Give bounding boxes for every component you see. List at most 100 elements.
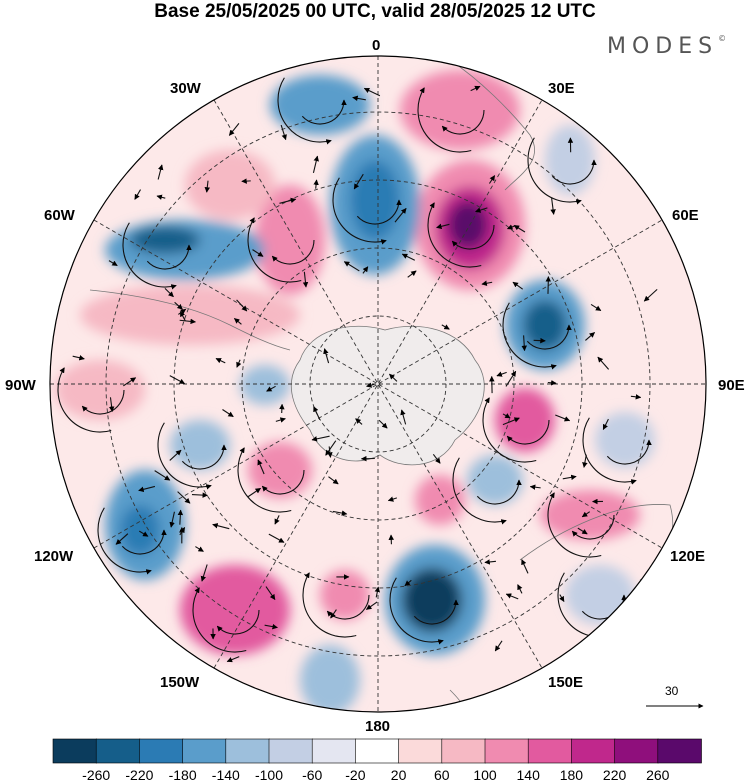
wind-arrow xyxy=(581,511,591,518)
wind-arrow xyxy=(138,485,156,492)
wind-arrow xyxy=(374,586,381,598)
wind-arrow xyxy=(257,459,265,475)
lon-label-60e: 60E xyxy=(672,207,699,224)
wind-arrow xyxy=(394,207,407,223)
wind-arrow xyxy=(268,533,285,543)
wind-arrow xyxy=(228,123,240,136)
wind-arrow xyxy=(169,449,182,461)
streamline xyxy=(181,444,227,470)
wind-arrow xyxy=(475,207,488,213)
wind-arrow xyxy=(643,288,658,302)
wind-arrow xyxy=(178,308,187,315)
streamline xyxy=(121,529,167,555)
streamline xyxy=(247,217,302,283)
map-border xyxy=(49,55,707,713)
streamline xyxy=(157,422,212,490)
streamline xyxy=(606,439,652,465)
streamline xyxy=(81,389,125,415)
colorbar-tick-label: 220 xyxy=(602,767,627,783)
wind-arrow xyxy=(470,85,481,92)
colorbar-tick-label: -20 xyxy=(345,767,366,783)
wind-arrow xyxy=(521,335,527,352)
wind-arrow xyxy=(330,609,337,619)
wind-arrow xyxy=(602,418,609,431)
wind-arrow xyxy=(226,656,240,663)
wind-arrow xyxy=(222,409,234,418)
streamline xyxy=(551,159,597,185)
wind-arrow xyxy=(387,496,398,502)
streamline xyxy=(277,77,332,145)
wind-arrow xyxy=(123,377,137,387)
anomaly-negative xyxy=(270,75,370,135)
anomaly-negative xyxy=(130,226,200,254)
anomaly-negative xyxy=(595,412,655,468)
wind-arrow xyxy=(506,224,516,230)
wind-arrow xyxy=(363,87,381,97)
lon-label-30w: 30W xyxy=(170,80,201,97)
wind-arrow xyxy=(502,413,511,419)
wind-arrow xyxy=(401,253,416,261)
wind-arrow xyxy=(521,559,529,574)
wind-arrow xyxy=(407,270,417,278)
wind-arrow xyxy=(169,375,186,385)
streamline xyxy=(427,202,482,268)
colorbar-swatch xyxy=(52,738,98,764)
wind-arrow xyxy=(585,332,595,341)
wind-arrow xyxy=(513,224,526,233)
wind-arrow xyxy=(169,511,175,528)
colorbar-swatch xyxy=(484,738,530,764)
wind-arrow xyxy=(108,260,118,267)
wind-arrow xyxy=(559,594,565,603)
streamline xyxy=(356,199,402,225)
anomaly-positive xyxy=(255,185,325,295)
wind-arrow xyxy=(215,358,226,364)
wind-arrow xyxy=(280,124,287,141)
anomaly-positive xyxy=(540,490,640,540)
streamline xyxy=(302,572,357,638)
meridian-line xyxy=(93,219,663,549)
anomaly-positive xyxy=(80,285,300,345)
streamline xyxy=(452,457,507,525)
streamline xyxy=(417,87,472,153)
colorbar-tick-label: -260 xyxy=(82,767,111,783)
colorbar-tick-label: -100 xyxy=(254,767,284,783)
wind-arrow xyxy=(115,533,129,545)
anomaly-positive xyxy=(320,570,370,620)
anomaly-negative xyxy=(240,365,290,405)
colorbar-swatch xyxy=(614,738,659,764)
anomaly-negative xyxy=(545,125,595,195)
wind-arrow xyxy=(195,546,204,552)
streamline xyxy=(216,609,260,635)
anomaly-positive xyxy=(495,388,555,452)
wind-arrow xyxy=(547,380,557,386)
anomaly-negative xyxy=(300,645,360,712)
colorbar-tick-label: -220 xyxy=(125,767,154,783)
anomaly-negative xyxy=(350,160,400,240)
wind-arrow xyxy=(481,280,493,286)
wind-arrow xyxy=(174,301,183,310)
antarctica-landmass xyxy=(290,325,485,466)
colorbar-swatch xyxy=(441,738,486,764)
wind-arrow xyxy=(313,179,319,189)
reference-vector-label: 30 xyxy=(665,684,679,698)
colorbar-tick-label: 100 xyxy=(473,767,497,783)
streamline xyxy=(476,479,522,505)
colorbar-tick-label: 260 xyxy=(646,767,670,783)
lon-label-0: 0 xyxy=(372,37,381,54)
wind-arrow xyxy=(355,418,363,425)
colorbar-tick-label: 20 xyxy=(390,767,407,783)
anomaly-negative xyxy=(402,568,462,632)
wind-arrow xyxy=(177,491,191,504)
wind-arrow xyxy=(332,510,348,516)
wind-arrow xyxy=(179,527,186,536)
streamline xyxy=(441,109,485,135)
wind-arrow xyxy=(264,623,278,630)
wind-arrow xyxy=(191,492,209,498)
wind-arrow xyxy=(134,189,141,200)
wind-arrow xyxy=(366,382,375,388)
chart-title: Base 25/05/2025 00 UTC, valid 28/05/2025… xyxy=(154,1,596,22)
anomaly-negative xyxy=(120,505,160,555)
colorbar-tick-label: 180 xyxy=(559,767,584,783)
streamline xyxy=(261,469,305,495)
